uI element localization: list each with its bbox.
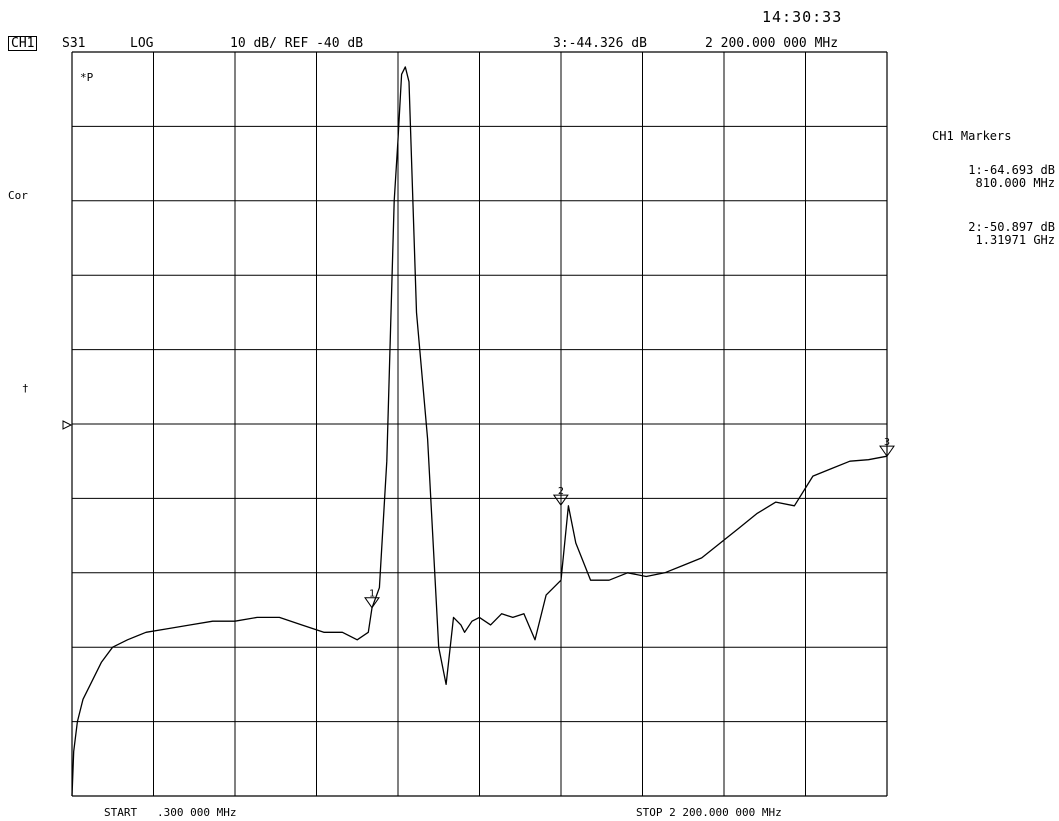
marker-1-label: 1 xyxy=(369,589,375,600)
marker-2-frequency: 1.31971 GHz xyxy=(975,233,1055,247)
marker-1-value: 1:-64.693 dB xyxy=(968,163,1055,177)
format-label: LOG xyxy=(130,36,154,51)
marker-2-symbol[interactable] xyxy=(552,494,569,506)
dagger-annotation: † xyxy=(22,382,29,395)
clock-time: 14:30:33 xyxy=(762,8,843,26)
marker-2-value: 2:-50.897 dB xyxy=(968,220,1055,234)
channel-label[interactable]: CH1 xyxy=(8,36,38,51)
trace-line-0 xyxy=(71,66,888,797)
marker-1-frequency: 810.000 MHz xyxy=(975,176,1055,190)
marker-panel-title: CH1 Markers xyxy=(932,129,1012,143)
reference-position-icon xyxy=(62,420,73,430)
star-annotation: *P xyxy=(80,71,94,84)
marker-layer: 1 2 3 xyxy=(364,437,895,609)
marker-3-symbol[interactable] xyxy=(879,445,895,458)
trace-layer xyxy=(71,66,888,797)
scale-ref-label: 10 dB/ REF -40 dB xyxy=(230,36,364,51)
parameter-label: S31 xyxy=(62,36,86,51)
graticule xyxy=(71,51,888,797)
marker-1-symbol[interactable] xyxy=(364,597,380,609)
stop-frequency: STOP 2 200.000 000 MHz xyxy=(636,806,782,819)
marker-2-label: 2 xyxy=(558,486,564,497)
marker-3-label: 3 xyxy=(884,437,890,448)
start-frequency: START .300 000 MHz xyxy=(104,806,237,819)
active-marker-value: 3:-44.326 dB xyxy=(553,36,647,51)
correction-annotation: Cor xyxy=(8,189,28,202)
active-marker-frequency: 2 200.000 000 MHz xyxy=(705,36,839,51)
